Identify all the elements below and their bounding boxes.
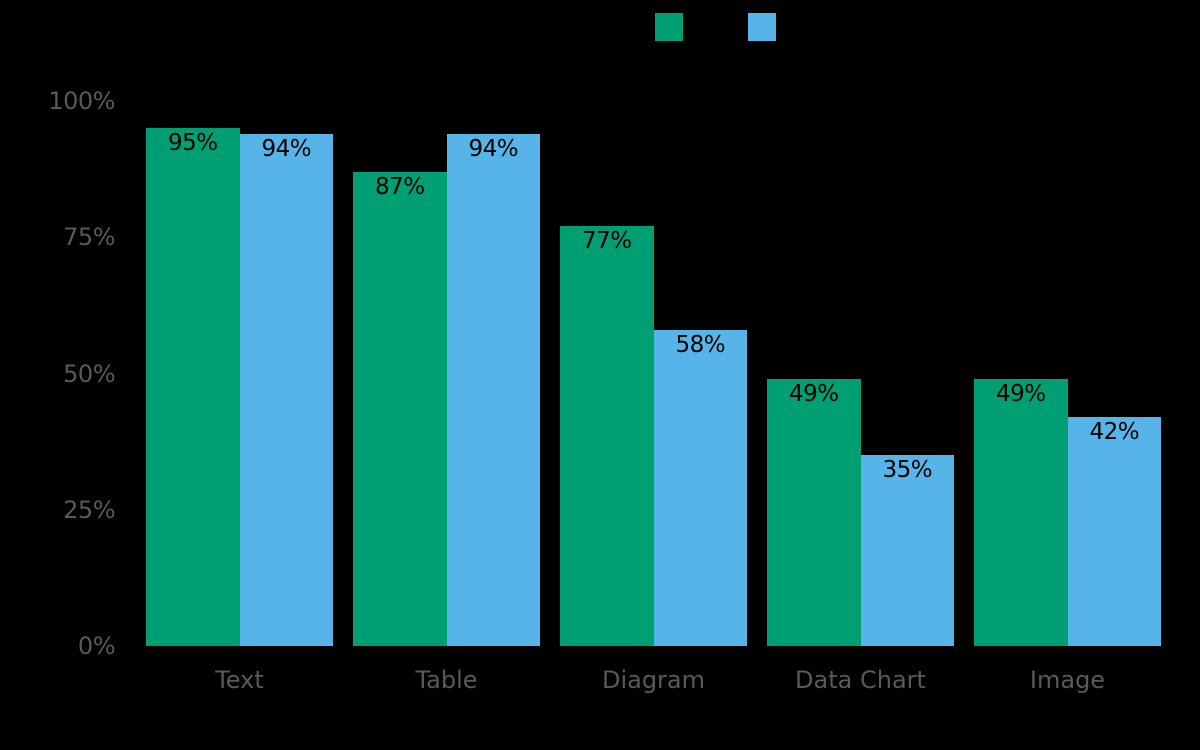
bar-value-label: 35% bbox=[882, 457, 933, 484]
bar-blue-series-diagram: 58% bbox=[653, 329, 747, 646]
bar-value-label: 42% bbox=[1089, 419, 1140, 446]
x-axis-category-label-image: Image bbox=[1029, 666, 1106, 694]
y-axis-tick-label: 25% bbox=[63, 495, 115, 524]
bar-group-image: 49% 42% bbox=[974, 101, 1161, 646]
bar-value-label: 87% bbox=[374, 173, 425, 200]
bar-blue-series-text: 94% bbox=[239, 133, 333, 646]
bar-value-label: 49% bbox=[995, 380, 1046, 407]
bar-group-data-chart: 49% 35% bbox=[767, 101, 954, 646]
bar-value-label: 77% bbox=[581, 228, 632, 255]
x-axis: Text Table Diagram Data Chart Image bbox=[146, 662, 1161, 698]
bar-value-label: 95% bbox=[167, 130, 218, 157]
x-axis-category-label-table: Table bbox=[415, 666, 478, 694]
bar-value-label: 58% bbox=[675, 331, 726, 358]
y-axis-tick-label: 100% bbox=[48, 87, 115, 115]
bar-value-label: 94% bbox=[261, 135, 312, 162]
legend-swatch-green-series bbox=[655, 13, 683, 41]
bar-green-series-data-chart: 49% bbox=[767, 378, 861, 646]
bar-blue-series-image: 42% bbox=[1067, 417, 1161, 646]
bar-group-table: 87% 94% bbox=[353, 101, 540, 646]
bar-group-diagram: 77% 58% bbox=[560, 101, 747, 646]
y-axis-tick-label: 75% bbox=[63, 223, 115, 252]
y-axis-tick-label: 0% bbox=[77, 632, 116, 660]
legend-swatch-blue-series bbox=[748, 13, 776, 41]
bar-value-label: 94% bbox=[468, 135, 519, 162]
bar-group-text: 95% 94% bbox=[146, 101, 333, 646]
y-axis-tick-label: 50% bbox=[63, 359, 115, 388]
bar-green-series-table: 87% bbox=[353, 171, 447, 646]
bar-blue-series-table: 94% bbox=[446, 133, 540, 646]
bar-green-series-image: 49% bbox=[974, 378, 1068, 646]
x-axis-category-label-text: Text bbox=[215, 666, 264, 694]
bar-value-label: 49% bbox=[788, 380, 839, 407]
bar-green-series-diagram: 77% bbox=[560, 226, 654, 646]
plot-area: 95% 94% 87% 94% 77% 58% 49% 35% 49% 42% bbox=[146, 101, 1161, 646]
x-axis-category-label-diagram: Diagram bbox=[601, 666, 706, 694]
bar-blue-series-data-chart: 35% bbox=[860, 455, 954, 646]
bar-green-series-text: 95% bbox=[146, 128, 240, 646]
x-axis-category-label-data-chart: Data Chart bbox=[795, 666, 926, 694]
